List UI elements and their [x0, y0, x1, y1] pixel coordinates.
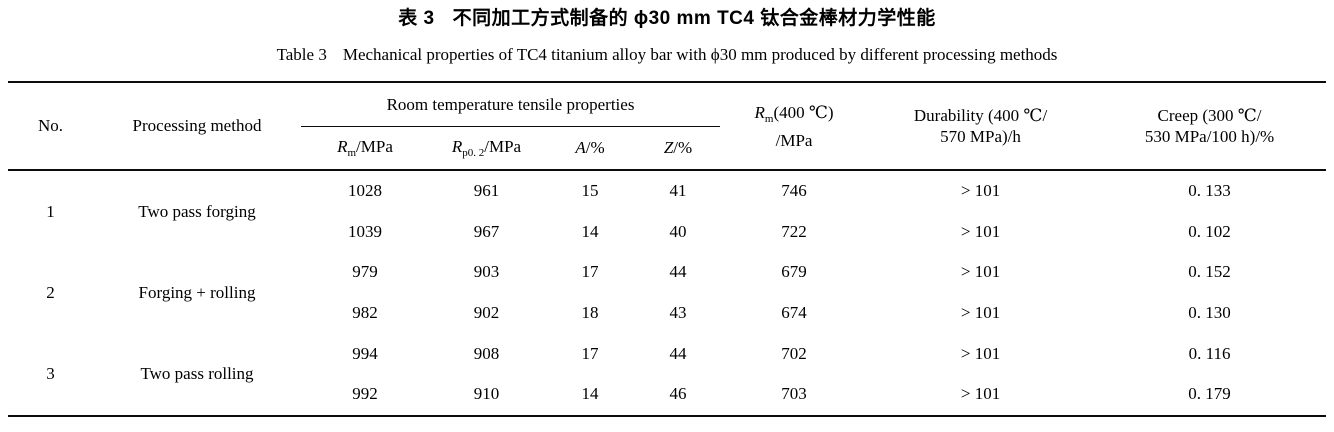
cell-rp02: 910 — [473, 384, 500, 404]
table-row: 982 902 18 43 674 > 101 0. 130 — [8, 293, 1326, 334]
table-row: 2 Forging + rolling 979 903 17 44 679 > … — [8, 252, 1326, 301]
cell-durability: > 101 — [960, 221, 1001, 241]
cell-z: 44 — [669, 262, 687, 282]
col-header-durability: Durability (400 ℃/ 570 MPa)/h — [868, 82, 1093, 170]
cell-creep: 0. 179 — [1188, 384, 1231, 404]
cell-z: 44 — [669, 343, 687, 363]
cell-rm: 994 — [352, 343, 378, 363]
header-row-1: No. Processing method Room temperature t… — [8, 82, 1326, 150]
col-group-header-room-temp: Room temperature tensile properties — [301, 82, 721, 127]
cell-rm-400: 703 — [781, 384, 807, 404]
cell-durability: > 101 — [960, 384, 1001, 404]
table-row: 1039 967 14 40 722 > 101 0. 102 — [8, 212, 1326, 253]
col-header-rm-400-line2: /MPa — [775, 130, 813, 150]
cell-no: 3 — [46, 363, 55, 383]
cell-rm-400: 722 — [781, 221, 807, 241]
header-row-2: Rm/MPa Rp0. 2/MPa A/% Z/% — [8, 127, 1326, 171]
cell-durability: > 101 — [960, 343, 1001, 363]
table-row: 992 910 14 46 703 > 101 0. 179 — [8, 374, 1326, 416]
table-caption-zh-text: 不同加工方式制备的 ϕ30 mm TC4 钛合金棒材力学性能 — [452, 8, 936, 29]
col-header-rm-400: Rm(400 ℃) /MPa — [720, 82, 868, 170]
cell-processing-method: Two pass rolling — [140, 363, 254, 383]
cell-creep: 0. 116 — [1188, 343, 1231, 363]
cell-z: 40 — [669, 221, 687, 241]
cell-durability: > 101 — [960, 181, 1001, 201]
cell-rp02: 902 — [473, 303, 500, 323]
cell-a: 17 — [581, 262, 599, 282]
cell-a: 15 — [581, 181, 599, 201]
cell-creep: 0. 130 — [1188, 303, 1231, 323]
group-2: 2 Forging + rolling 979 903 17 44 679 > … — [8, 252, 1326, 333]
cell-rm: 982 — [352, 303, 378, 323]
cell-processing-method: Two pass forging — [138, 201, 256, 221]
cell-rm: 1039 — [348, 221, 382, 241]
cell-a: 17 — [581, 343, 599, 363]
cell-z: 41 — [669, 181, 687, 201]
group-3: 3 Two pass rolling 994 908 17 44 702 > 1… — [8, 333, 1326, 415]
cell-z: 46 — [669, 384, 687, 404]
cell-creep: 0. 152 — [1188, 262, 1231, 282]
col-header-creep-line1: Creep (300 ℃/ — [1157, 106, 1262, 125]
col-header-processing-method: Processing method — [132, 116, 262, 135]
cell-rp02: 967 — [473, 221, 500, 241]
cell-rp02: 961 — [473, 181, 500, 201]
table-caption-en-text: Mechanical properties of TC4 titanium al… — [342, 45, 1058, 64]
col-header-z: Z/% — [663, 138, 693, 157]
col-header-no: No. — [37, 116, 64, 135]
group-1: 1 Two pass forging 1028 961 15 41 746 > … — [8, 170, 1326, 252]
cell-creep: 0. 102 — [1188, 221, 1231, 241]
mechanical-properties-table: No. Processing method Room temperature t… — [8, 81, 1327, 417]
cell-rm: 992 — [352, 384, 378, 404]
cell-a: 14 — [581, 221, 599, 241]
table-caption-zh-label: 表 3 — [398, 8, 435, 29]
col-header-rp02: Rp0. 2/MPa — [451, 137, 522, 159]
cell-rm-400: 674 — [781, 303, 807, 323]
cell-a: 14 — [581, 384, 599, 404]
col-header-rm-400-line1: Rm(400 ℃) — [754, 102, 834, 125]
cell-no: 1 — [46, 201, 55, 221]
table-row: 1 Two pass forging 1028 961 15 41 746 > … — [8, 170, 1326, 220]
table-caption-en-label: Table 3 — [276, 45, 327, 64]
table-caption-en: Table 3 Mechanical properties of TC4 tita… — [0, 44, 1334, 66]
col-header-creep: Creep (300 ℃/ 530 MPa/100 h)/% — [1093, 82, 1326, 170]
cell-rp02: 903 — [473, 262, 500, 282]
cell-durability: > 101 — [960, 262, 1001, 282]
cell-processing-method: Forging + rolling — [138, 282, 256, 302]
cell-z: 43 — [669, 303, 687, 323]
cell-durability: > 101 — [960, 303, 1001, 323]
col-header-creep-line2: 530 MPa/100 h)/% — [1144, 127, 1275, 146]
cell-no: 2 — [46, 282, 55, 302]
table-header: No. Processing method Room temperature t… — [8, 82, 1327, 171]
cell-rm: 1028 — [348, 181, 382, 201]
cell-rm-400: 702 — [781, 343, 807, 363]
cell-rm-400: 746 — [781, 181, 807, 201]
cell-a: 18 — [581, 303, 599, 323]
col-header-rm: Rm/MPa — [337, 137, 393, 159]
col-header-durability-line2: 570 MPa)/h — [940, 127, 1021, 146]
table-row: 3 Two pass rolling 994 908 17 44 702 > 1… — [8, 333, 1326, 383]
cell-rp02: 908 — [473, 343, 500, 363]
cell-creep: 0. 133 — [1188, 181, 1231, 201]
cell-rm: 979 — [352, 262, 378, 282]
cell-rm-400: 679 — [781, 262, 807, 282]
table-caption-zh: 表 3 不同加工方式制备的 ϕ30 mm TC4 钛合金棒材力学性能 — [0, 0, 1334, 31]
col-header-a: A/% — [575, 138, 605, 157]
col-header-durability-line1: Durability (400 ℃/ — [913, 106, 1048, 125]
